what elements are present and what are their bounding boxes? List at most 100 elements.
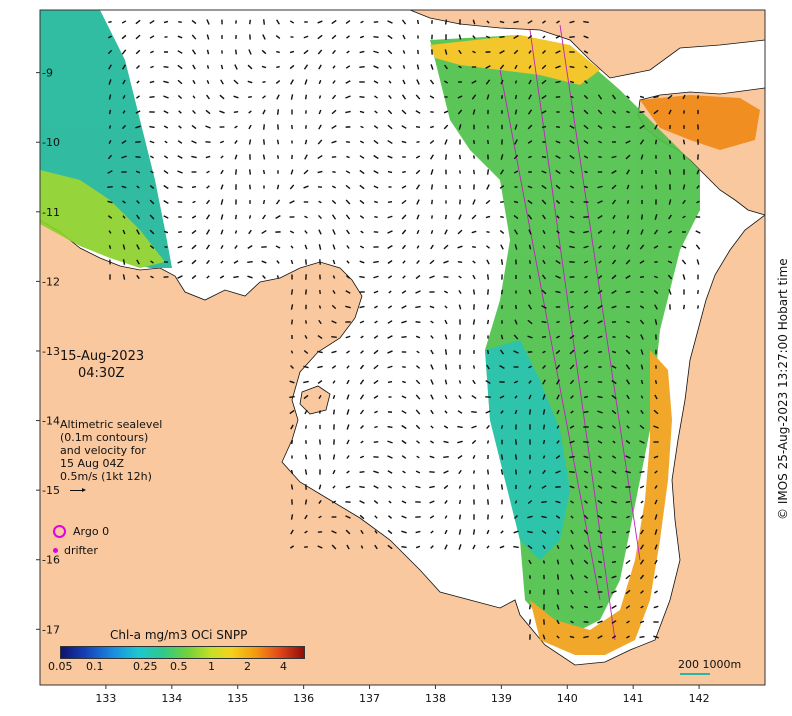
velocity-arrow — [402, 170, 406, 174]
velocity-arrow — [500, 530, 504, 534]
velocity-arrow — [500, 259, 504, 265]
velocity-arrow — [373, 290, 379, 294]
velocity-arrow — [149, 185, 155, 189]
velocity-arrow — [555, 244, 561, 250]
velocity-arrow — [653, 289, 659, 295]
velocity-arrow — [653, 605, 659, 609]
velocity-arrow — [163, 184, 169, 190]
lon-tick-label: 137 — [359, 692, 380, 705]
velocity-arrow — [135, 125, 141, 129]
velocity-arrow — [191, 34, 197, 40]
velocity-arrow — [668, 199, 672, 205]
velocity-arrow — [276, 19, 280, 25]
velocity-arrow — [640, 154, 644, 160]
velocity-arrow — [584, 170, 588, 174]
velocity-arrow — [346, 379, 350, 385]
velocity-arrow — [472, 455, 476, 459]
velocity-arrow — [528, 50, 532, 54]
velocity-arrow — [682, 94, 686, 100]
velocity-arrow — [164, 140, 168, 144]
velocity-arrow — [570, 605, 574, 609]
velocity-arrow — [276, 155, 280, 159]
velocity-arrow — [374, 95, 378, 99]
velocity-arrow — [457, 229, 463, 235]
velocity-arrow — [415, 305, 421, 309]
velocity-arrow — [528, 485, 532, 489]
velocity-arrow — [485, 410, 491, 414]
velocity-arrow — [345, 335, 351, 339]
velocity-arrow — [556, 335, 560, 339]
velocity-arrow — [583, 305, 589, 309]
velocity-arrow — [471, 80, 477, 84]
velocity-arrow — [387, 380, 393, 384]
velocity-arrow — [472, 50, 476, 54]
velocity-arrow — [611, 455, 617, 459]
velocity-arrow — [555, 455, 561, 459]
colorbar-tick: 0.25 — [133, 660, 158, 673]
velocity-arrow — [416, 141, 420, 143]
chl-swath-east — [430, 35, 700, 640]
velocity-arrow — [611, 274, 617, 280]
velocity-arrow — [598, 260, 602, 264]
velocity-arrow — [527, 335, 533, 339]
velocity-arrow — [640, 590, 644, 594]
velocity-arrow — [332, 65, 336, 69]
velocity-arrow — [541, 20, 547, 24]
velocity-arrow — [206, 80, 210, 84]
lat-tick-label: -15 — [42, 484, 60, 497]
velocity-arrow — [597, 185, 603, 189]
velocity-arrow — [611, 365, 617, 369]
velocity-arrow — [611, 305, 617, 309]
velocity-arrow — [444, 394, 448, 400]
velocity-arrow — [416, 214, 420, 220]
velocity-arrow — [486, 545, 490, 549]
velocity-arrow — [682, 304, 686, 310]
velocity-arrow — [696, 305, 700, 309]
velocity-arrow — [220, 199, 224, 205]
velocity-arrow — [514, 80, 518, 84]
velocity-arrow — [444, 334, 448, 340]
velocity-arrow — [569, 349, 575, 355]
velocity-arrow — [611, 590, 617, 594]
velocity-arrow — [373, 441, 379, 443]
velocity-arrow — [570, 574, 574, 580]
velocity-arrow — [331, 140, 337, 144]
velocity-arrow — [108, 94, 112, 100]
velocity-arrow — [611, 620, 617, 624]
velocity-arrow — [472, 379, 476, 385]
velocity-arrow — [359, 364, 365, 370]
velocity-arrow — [528, 470, 532, 474]
velocity-arrow — [415, 530, 421, 534]
velocity-arrow — [583, 559, 589, 565]
velocity-arrow — [583, 529, 589, 535]
velocity-arrow — [640, 500, 644, 504]
velocity-arrow — [570, 559, 574, 565]
velocity-arrow — [262, 169, 266, 175]
velocity-arrow — [500, 484, 504, 490]
velocity-arrow — [304, 335, 308, 339]
velocity-arrow — [192, 64, 196, 70]
velocity-arrow — [570, 395, 574, 399]
velocity-arrow — [401, 530, 407, 534]
velocity-arrow — [359, 455, 365, 459]
velocity-arrow — [178, 231, 182, 233]
velocity-arrow — [331, 94, 337, 100]
velocity-arrow — [262, 154, 266, 160]
velocity-arrow — [373, 335, 379, 339]
velocity-arrow — [234, 230, 238, 234]
land-groote-island — [299, 385, 331, 415]
velocity-arrow — [682, 184, 686, 190]
altimetry-line-1: Altimetric sealevel — [60, 418, 163, 431]
velocity-arrow — [527, 515, 533, 519]
velocity-arrow — [640, 334, 644, 340]
velocity-arrow — [191, 155, 197, 159]
velocity-arrow — [290, 169, 294, 175]
velocity-arrow — [556, 215, 560, 219]
velocity-arrow — [346, 50, 350, 54]
colorbar — [60, 646, 305, 659]
velocity-arrow — [653, 245, 659, 249]
velocity-arrow — [319, 439, 321, 445]
velocity-arrow — [499, 20, 505, 24]
velocity-arrow — [262, 109, 266, 115]
velocity-arrow — [247, 260, 253, 264]
